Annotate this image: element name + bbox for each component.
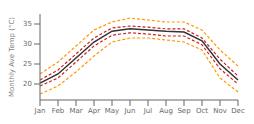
svg-text:Mar: Mar [69,107,82,115]
svg-text:Jun: Jun [124,107,136,115]
svg-text:Feb: Feb [52,107,65,115]
svg-text:35: 35 [23,20,32,28]
svg-text:Jan: Jan [34,107,46,115]
svg-text:25: 25 [23,60,32,68]
svg-text:May: May [105,107,119,115]
svg-text:30: 30 [23,40,32,48]
svg-text:Monthly Ave Temp (°C): Monthly Ave Temp (°C) [8,17,16,97]
svg-text:Jul: Jul [143,107,153,115]
svg-text:Aug: Aug [159,107,173,115]
svg-text:Apr: Apr [88,107,100,115]
svg-text:Oct: Oct [196,107,208,115]
svg-text:Dec: Dec [231,107,245,115]
svg-text:Nov: Nov [213,107,227,115]
svg-text:Sep: Sep [177,107,191,115]
svg-text:20: 20 [23,80,32,88]
